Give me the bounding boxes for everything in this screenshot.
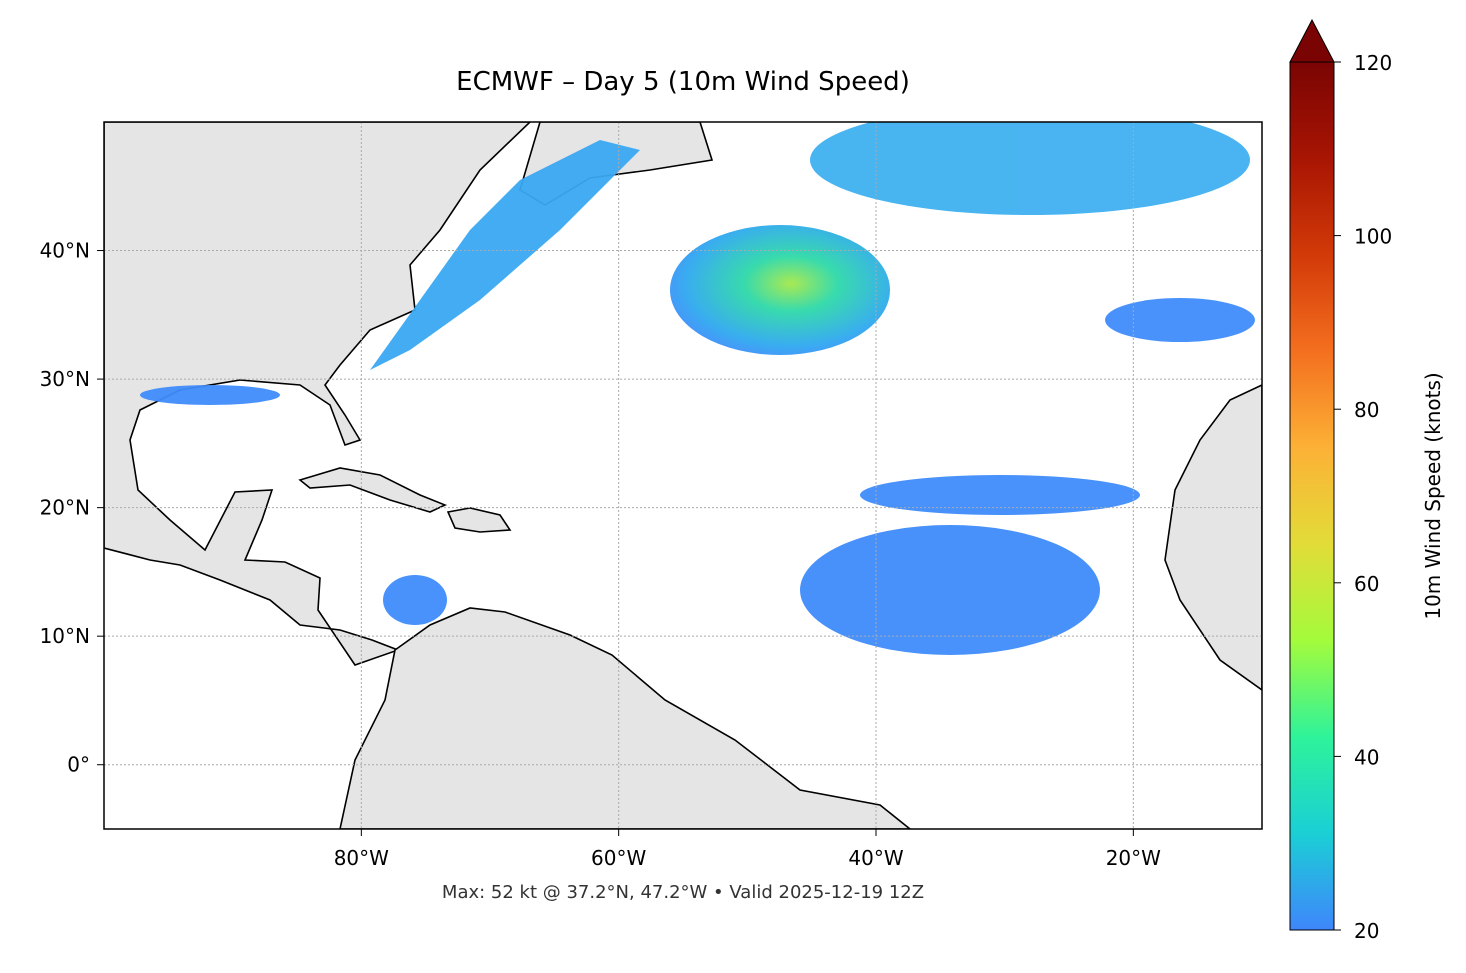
colorbar-extend — [1289, 18, 1335, 63]
wind-area — [1105, 298, 1255, 342]
colorbar-tick-label: 120 — [1354, 51, 1392, 75]
colorbar-label: 10m Wind Speed (knots) — [1421, 372, 1445, 619]
wind-area — [810, 122, 1250, 215]
wind-area — [670, 225, 890, 355]
colorbar-tick-label: 100 — [1354, 225, 1392, 249]
wind-area — [860, 475, 1140, 515]
x-tick-label: 80°W — [334, 846, 389, 870]
chart-title: ECMWF – Day 5 (10m Wind Speed) — [456, 67, 910, 97]
colorbar: 20 40 60 80 100 120 10m Wind Speed (knots) — [1289, 18, 1445, 943]
y-tick-label: 40°N — [40, 239, 90, 263]
colorbar-tick-label: 80 — [1354, 398, 1379, 422]
south-america — [339, 607, 912, 829]
x-tick-label: 40°W — [848, 846, 903, 870]
africa — [1164, 384, 1262, 691]
x-tick-label: 20°W — [1106, 846, 1161, 870]
y-tick-label: 10°N — [40, 624, 90, 648]
y-tick-label: 20°N — [40, 496, 90, 520]
wind-area — [140, 385, 280, 405]
x-tick-label: 60°W — [591, 846, 646, 870]
wind-area — [370, 140, 640, 370]
colorbar-tick-label: 40 — [1354, 745, 1379, 769]
axes: 80°W 60°W 40°W 20°W 0° 10°N 20°N 30°N 40°N — [40, 239, 1162, 870]
map-area — [104, 122, 1262, 829]
wind-area — [800, 525, 1100, 655]
colorbar-tick-label: 20 — [1354, 919, 1379, 943]
wind-field — [140, 122, 1255, 655]
north-america — [104, 122, 532, 666]
map-frame — [103, 121, 1263, 830]
colorbar-tick-label: 60 — [1354, 572, 1379, 596]
grid — [104, 122, 1262, 829]
y-tick-label: 0° — [67, 753, 90, 777]
wind-area — [383, 575, 447, 625]
cuba — [298, 467, 448, 513]
y-tick-label: 30°N — [40, 367, 90, 391]
colorbar-fill — [1289, 61, 1335, 931]
footer: Max: 52 kt @ 37.2°N, 47.2°W • Valid 2025… — [442, 882, 924, 903]
